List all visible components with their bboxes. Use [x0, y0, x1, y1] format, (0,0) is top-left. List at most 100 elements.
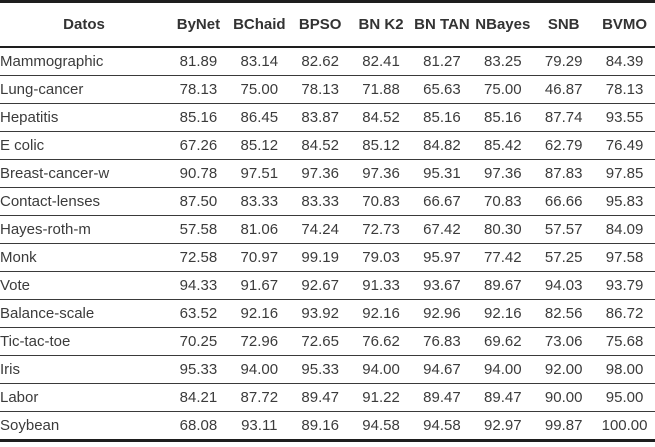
- accuracy-value: 89.47: [289, 383, 351, 412]
- accuracy-value: 71.88: [350, 75, 412, 104]
- accuracy-value: 97.51: [228, 159, 290, 188]
- dataset-name: Mammographic: [0, 47, 168, 76]
- accuracy-value: 84.52: [350, 103, 412, 132]
- accuracy-value: 94.67: [411, 355, 473, 384]
- accuracy-value: 76.83: [411, 327, 473, 356]
- accuracy-value: 85.12: [350, 131, 412, 160]
- accuracy-value: 83.33: [228, 187, 290, 216]
- column-header-bn-tan: BN TAN: [411, 1, 473, 48]
- accuracy-value: 84.09: [594, 215, 655, 244]
- accuracy-value: 91.33: [350, 271, 412, 300]
- accuracy-value: 89.16: [301, 417, 339, 434]
- accuracy-value: 78.13: [289, 75, 351, 104]
- dataset-name: Labor: [0, 383, 168, 412]
- accuracy-value: 94.00: [350, 355, 412, 384]
- accuracy-value: 99.19: [289, 243, 351, 272]
- table-row: Balance-scale 63.52 92.16 93.92 92.16 92.96 92…: [0, 299, 655, 328]
- column-header-nbayes: NBayes: [472, 1, 534, 48]
- accuracy-value: 85.42: [472, 131, 534, 160]
- accuracy-value: 97.36: [472, 159, 534, 188]
- accuracy-value: 95.33: [168, 355, 229, 384]
- accuracy-value: 90.78: [168, 159, 229, 188]
- accuracy-value: 100.00: [601, 417, 648, 434]
- table-body: Mammographic 81.89 83.14 82.62 82.41 81.27 83.…: [0, 47, 655, 441]
- accuracy-value: 83.33: [289, 187, 351, 216]
- accuracy-value: 79.29: [533, 47, 595, 76]
- accuracy-value: 94.58: [423, 417, 461, 434]
- accuracy-value: 76.62: [350, 327, 412, 356]
- accuracy-value: 94.33: [168, 271, 229, 300]
- accuracy-value: 93.92: [289, 299, 351, 328]
- accuracy-value: 92.67: [289, 271, 351, 300]
- accuracy-value: 65.63: [411, 75, 473, 104]
- accuracy-value: 92.16: [350, 299, 412, 328]
- accuracy-value: 89.67: [472, 271, 534, 300]
- accuracy-value: 94.00: [228, 355, 290, 384]
- accuracy-value: 63.52: [168, 299, 229, 328]
- column-header-bchaid: BChaid: [228, 1, 290, 48]
- accuracy-value: 70.83: [472, 187, 534, 216]
- accuracy-value: 87.50: [168, 187, 229, 216]
- accuracy-value: 92.16: [228, 299, 290, 328]
- column-header-snb: SNB: [533, 1, 595, 48]
- accuracy-value: 95.83: [594, 187, 655, 216]
- accuracy-value: 95.33: [289, 355, 351, 384]
- accuracy-value: 73.06: [533, 327, 595, 356]
- dataset-name: E colic: [0, 131, 168, 160]
- accuracy-value: 86.72: [594, 299, 655, 328]
- dataset-name: Monk: [0, 243, 168, 272]
- accuracy-value: 69.62: [472, 327, 534, 356]
- accuracy-value: 70.97: [228, 243, 290, 272]
- accuracy-value: 83.87: [289, 103, 351, 132]
- dataset-name: Hayes-roth-m: [0, 215, 168, 244]
- accuracy-value: 92.97: [484, 417, 522, 434]
- accuracy-value: 84.39: [594, 47, 655, 76]
- accuracy-value: 79.03: [350, 243, 412, 272]
- accuracy-value: 94.58: [362, 417, 400, 434]
- table-row: Hayes-roth-m 57.58 81.06 74.24 72.73 67.42 80.…: [0, 215, 655, 244]
- accuracy-value: 67.26: [168, 131, 229, 160]
- accuracy-value: 97.36: [350, 159, 412, 188]
- table-row: Vote 94.33 91.67 92.67 91.33 93.67 89.67 94.03 9…: [0, 271, 655, 300]
- accuracy-value: 84.21: [168, 383, 229, 412]
- accuracy-value: 80.30: [472, 215, 534, 244]
- table-row: Soybean 68.08 93.11 89.16 94.58 94.58 92.97 99.…: [0, 412, 655, 441]
- accuracy-value: 97.36: [289, 159, 351, 188]
- accuracy-value: 92.16: [472, 299, 534, 328]
- accuracy-value: 90.00: [533, 383, 595, 412]
- accuracy-value: 84.52: [289, 131, 351, 160]
- accuracy-value: 84.82: [411, 131, 473, 160]
- accuracy-value: 87.74: [533, 103, 595, 132]
- accuracy-value: 93.67: [411, 271, 473, 300]
- accuracy-value: 67.42: [411, 215, 473, 244]
- accuracy-value: 93.79: [594, 271, 655, 300]
- table-row: Mammographic 81.89 83.14 82.62 82.41 81.27 83.…: [0, 47, 655, 76]
- accuracy-value: 70.83: [350, 187, 412, 216]
- column-header-datos: Datos: [0, 1, 168, 48]
- table-row: E colic 67.26 85.12 84.52 85.12 84.82 85.42 62.…: [0, 131, 655, 160]
- accuracy-value: 75.00: [472, 75, 534, 104]
- accuracy-value: 62.79: [533, 131, 595, 160]
- accuracy-value: 83.25: [472, 47, 534, 76]
- accuracy-value: 97.85: [594, 159, 655, 188]
- accuracy-value: 75.00: [228, 75, 290, 104]
- accuracy-value: 85.16: [411, 103, 473, 132]
- dataset-name: Soybean: [0, 417, 60, 434]
- accuracy-value: 81.27: [411, 47, 473, 76]
- accuracy-value: 81.89: [168, 47, 229, 76]
- accuracy-value: 89.47: [472, 383, 534, 412]
- accuracy-value: 92.00: [533, 355, 595, 384]
- accuracy-value: 95.00: [594, 383, 655, 412]
- accuracy-value: 94.00: [472, 355, 534, 384]
- column-header-bvmo: BVMO: [594, 1, 655, 48]
- accuracy-value: 76.49: [594, 131, 655, 160]
- accuracy-value: 66.67: [411, 187, 473, 216]
- accuracy-value: 85.16: [168, 103, 229, 132]
- accuracy-value: 91.67: [228, 271, 290, 300]
- accuracy-value: 89.47: [411, 383, 473, 412]
- dataset-name: Iris: [0, 355, 168, 384]
- accuracy-value: 72.65: [289, 327, 351, 356]
- table-row: Tic-tac-toe 70.25 72.96 72.65 76.62 76.83 69.6…: [0, 327, 655, 356]
- accuracy-value: 78.13: [168, 75, 229, 104]
